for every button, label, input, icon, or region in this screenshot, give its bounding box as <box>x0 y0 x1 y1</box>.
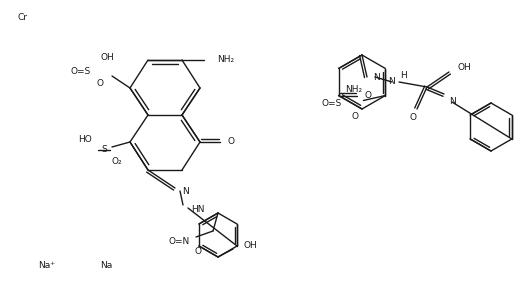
Text: H: H <box>400 72 407 80</box>
Text: N: N <box>182 188 189 196</box>
Text: HN: HN <box>191 206 204 214</box>
Text: O=S: O=S <box>71 67 91 76</box>
Text: OH: OH <box>100 53 114 63</box>
Text: N: N <box>388 78 395 86</box>
Text: O=N: O=N <box>169 237 190 245</box>
Text: NH₂: NH₂ <box>345 85 362 94</box>
Text: N: N <box>373 72 380 82</box>
Text: O₂: O₂ <box>112 156 123 166</box>
Text: O: O <box>97 80 103 88</box>
Text: O: O <box>194 247 202 255</box>
Text: O: O <box>228 138 235 146</box>
Text: NH₂: NH₂ <box>217 55 234 65</box>
Text: O: O <box>352 112 359 121</box>
Text: OH: OH <box>243 241 257 249</box>
Text: O: O <box>365 91 372 100</box>
Text: Na⁺: Na⁺ <box>38 261 55 269</box>
Text: OH: OH <box>457 63 471 72</box>
Text: N: N <box>449 98 456 106</box>
Text: S: S <box>101 146 107 154</box>
Text: Na: Na <box>100 261 112 269</box>
Text: HO: HO <box>78 136 92 144</box>
Text: Cr: Cr <box>18 13 28 23</box>
Text: O: O <box>410 112 417 122</box>
Text: O=S: O=S <box>321 99 342 108</box>
